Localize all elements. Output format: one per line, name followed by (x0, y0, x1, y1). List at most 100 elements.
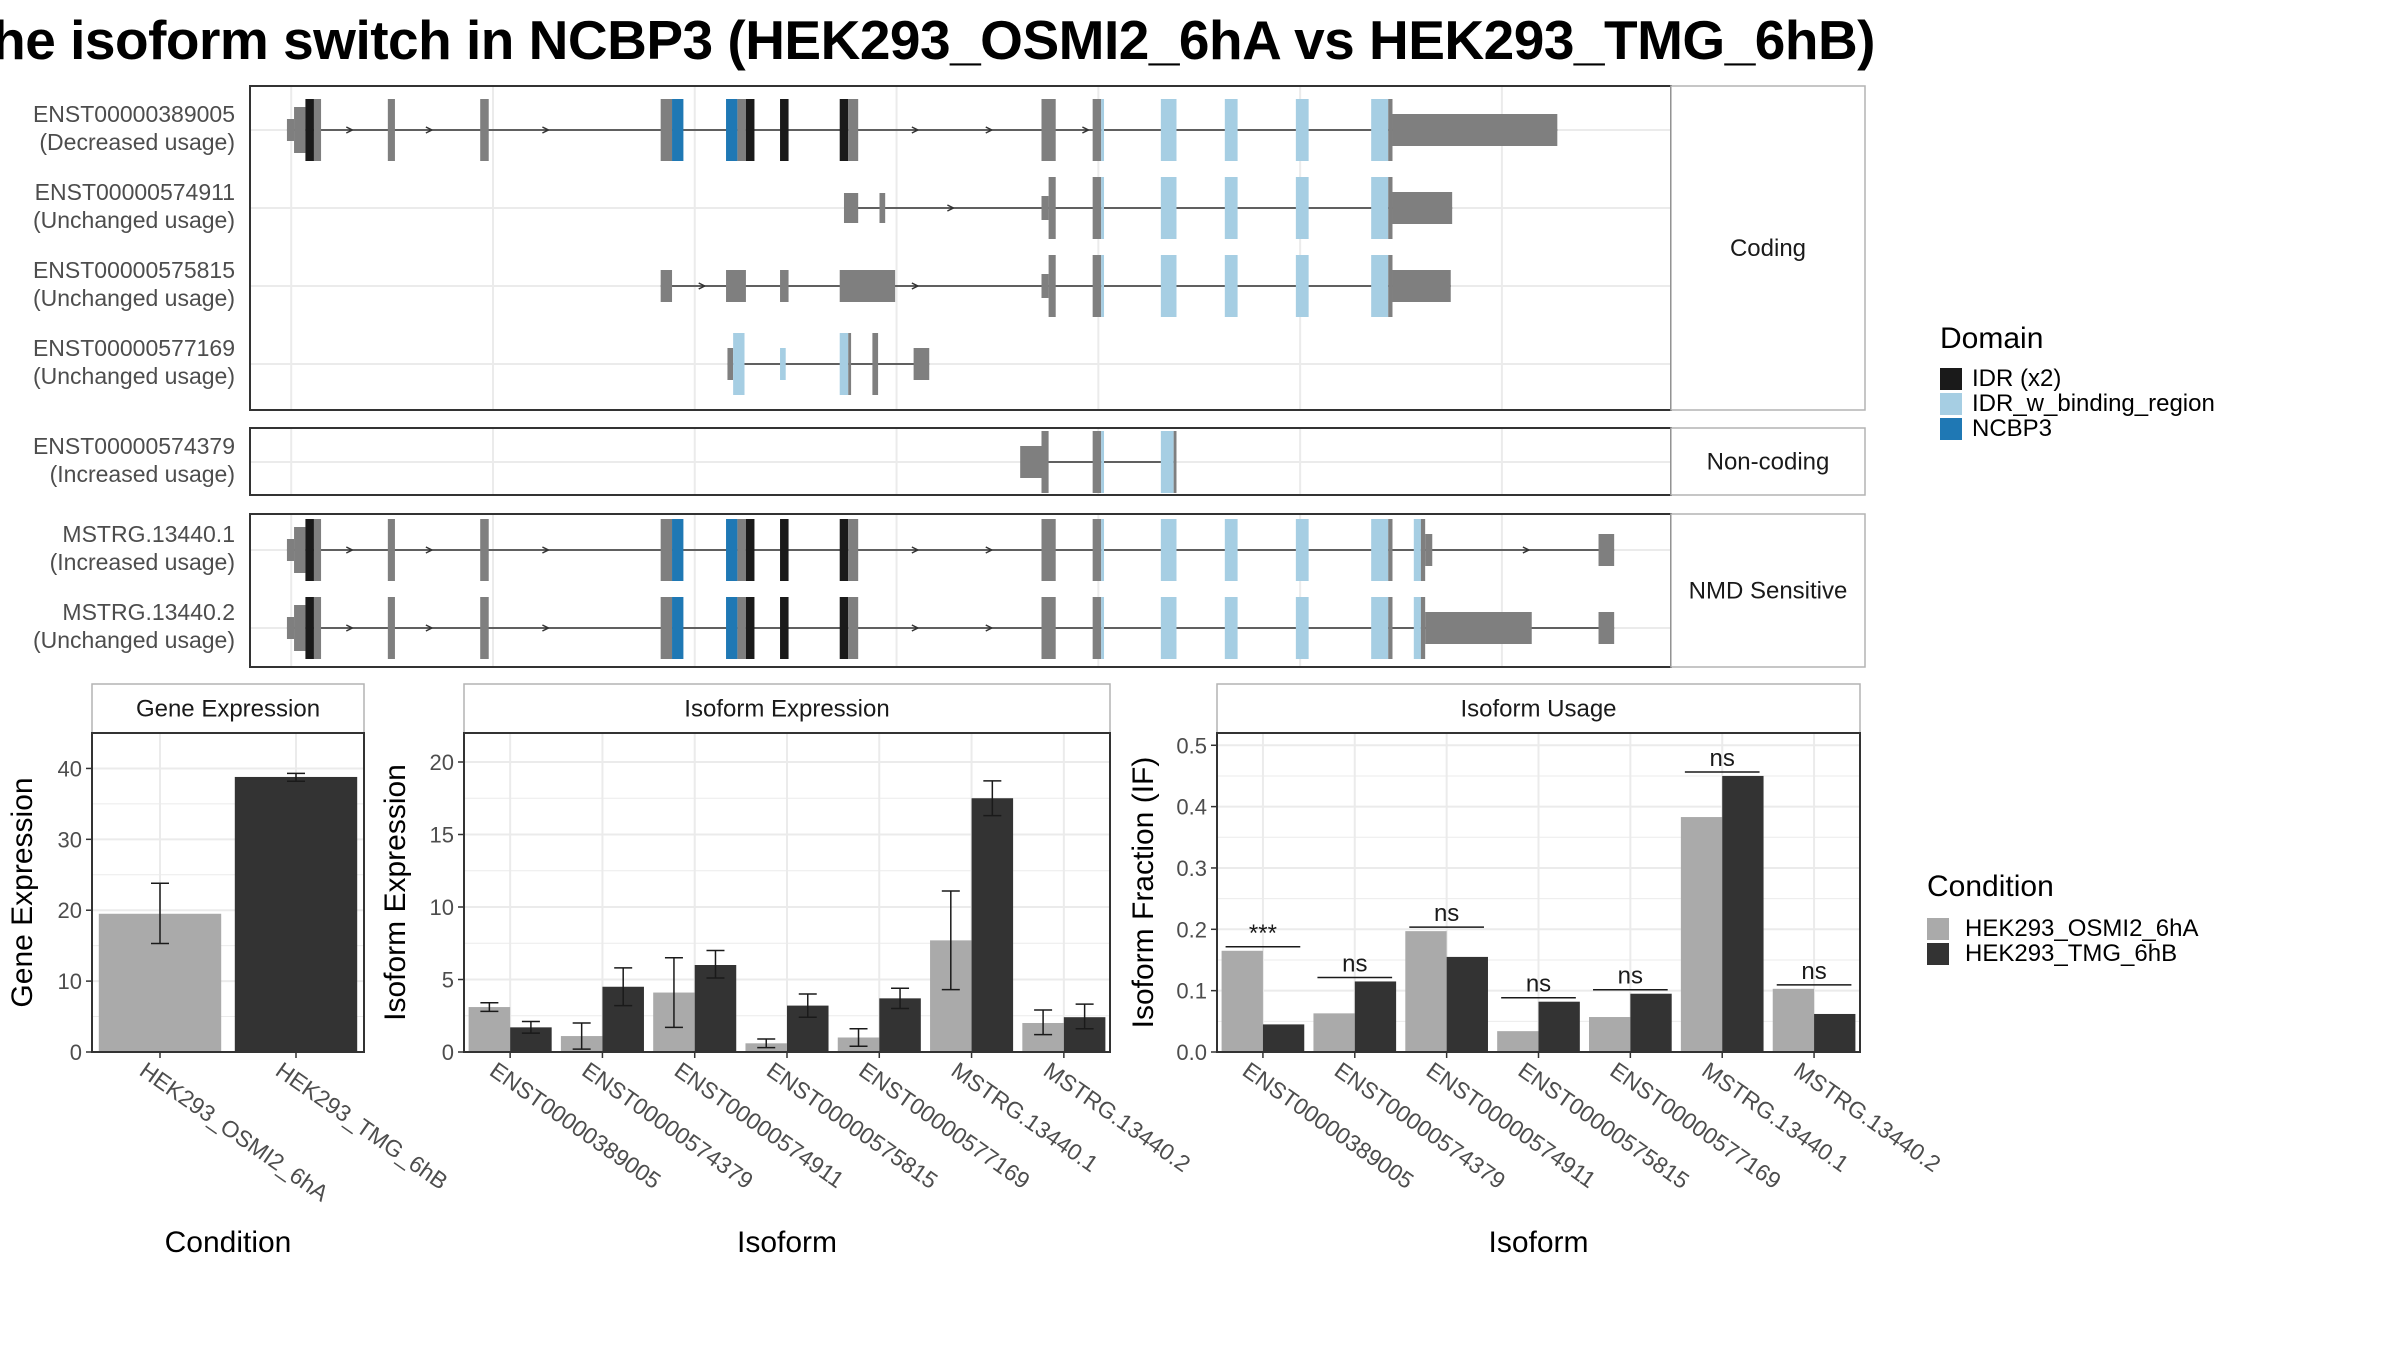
exon-feature (1224, 519, 1238, 581)
bar (1722, 775, 1764, 1052)
exon-feature (848, 99, 859, 161)
intron-arrow (542, 546, 551, 554)
y-tick-label: 40 (58, 756, 82, 781)
exon-feature (1160, 519, 1177, 581)
bar (1538, 1001, 1580, 1052)
y-tick-label: 0.0 (1176, 1040, 1207, 1065)
intron-arrow (947, 204, 956, 212)
exon-feature (672, 519, 684, 581)
exon-feature (1160, 177, 1177, 239)
exon-feature (1101, 431, 1105, 493)
exon-feature (1101, 99, 1105, 161)
panel-strip (463, 683, 1111, 734)
x-tick-label: ENST00000577169 (854, 1057, 1034, 1194)
exon-feature (737, 519, 746, 581)
x-tick-label: ENST00000577169 (1605, 1057, 1785, 1194)
exon-feature (839, 519, 849, 581)
exon-feature (745, 519, 755, 581)
domain-legend-key (1940, 418, 1962, 440)
exon-feature (1420, 519, 1426, 581)
exon-feature (1092, 255, 1102, 317)
plot-panel-border (91, 732, 365, 1053)
exon-feature (1041, 597, 1056, 659)
exon-feature (780, 348, 786, 380)
exon-feature (660, 597, 673, 659)
bar (1497, 1031, 1539, 1052)
exon-feature (1371, 519, 1389, 581)
y-tick-label: 5 (442, 968, 454, 993)
y-tick-label: 0.3 (1176, 856, 1207, 881)
intron-arrow (698, 282, 707, 290)
exon-feature (872, 333, 879, 395)
exon-feature (313, 99, 322, 161)
exon-feature (848, 597, 859, 659)
y-tick-label: 20 (430, 750, 454, 775)
bar (234, 776, 358, 1052)
intron-arrow (985, 126, 994, 134)
exon-feature (1092, 519, 1102, 581)
intron-arrow (911, 126, 920, 134)
x-tick-label: ENST00000575815 (762, 1057, 942, 1194)
significance-label: ns (1342, 950, 1367, 977)
y-tick-label: 10 (430, 895, 454, 920)
exon-feature (387, 99, 395, 161)
exon-feature (1388, 99, 1393, 161)
exon-feature (480, 99, 489, 161)
panel-strip-title: Isoform Expression (684, 696, 889, 723)
intron-arrow (425, 546, 434, 554)
exon-feature (286, 539, 295, 561)
exon-feature (1413, 519, 1421, 581)
transcript-id-label: ENST00000574911 (35, 179, 235, 205)
x-tick-label: ENST00000574911 (1422, 1057, 1601, 1193)
exon-feature (305, 597, 314, 659)
transcript-usage-label: (Decreased usage) (39, 129, 235, 155)
intron-arrow (345, 624, 354, 632)
y-axis-title: Gene Expression (6, 777, 39, 1007)
exon-feature (1371, 597, 1389, 659)
exon-feature (1598, 612, 1615, 644)
intron-arrow (425, 624, 434, 632)
domain-legend-key (1940, 393, 1962, 415)
exon-feature (839, 99, 849, 161)
exon-feature (1598, 534, 1615, 566)
bar (1446, 956, 1488, 1052)
panel-strip-title: Gene Expression (136, 696, 320, 723)
y-tick-label: 15 (430, 823, 454, 848)
exon-feature (387, 597, 395, 659)
exon-feature (839, 597, 849, 659)
transcript-usage-label: (Increased usage) (50, 461, 235, 487)
exon-feature (1224, 99, 1238, 161)
intron-arrow (345, 546, 354, 554)
bar (1221, 950, 1263, 1052)
exon-feature (1041, 519, 1056, 581)
exon-feature (305, 519, 314, 581)
exon-feature (1020, 446, 1042, 478)
y-tick-label: 0.4 (1176, 795, 1207, 820)
exon-feature (1101, 255, 1105, 317)
exon-feature (286, 617, 295, 639)
exon-feature (1388, 177, 1393, 239)
transcript-id-label: ENST00000577169 (33, 335, 235, 361)
x-tick-label: ENST00000575815 (1514, 1057, 1694, 1194)
exon-feature (672, 99, 684, 161)
significance-label: ns (1526, 971, 1551, 998)
exon-feature (1092, 597, 1102, 659)
bar (1814, 1013, 1856, 1052)
domain-legend-label: NCBP3 (1972, 415, 2052, 442)
y-tick-label: 0 (442, 1040, 454, 1065)
x-tick-label: MSTRG.13440.2 (1789, 1057, 1945, 1177)
condition-legend-title: Condition (1927, 870, 2054, 903)
exon-feature (1295, 255, 1309, 317)
transcript-id-label: ENST00000389005 (33, 101, 235, 127)
bar (1772, 988, 1815, 1052)
exon-feature (660, 519, 673, 581)
y-axis-title: Isoform Fraction (IF) (1127, 757, 1160, 1029)
bar (694, 965, 737, 1052)
transcript-usage-label: (Unchanged usage) (33, 285, 235, 311)
exon-feature (672, 597, 684, 659)
transcript-id-label: ENST00000574379 (33, 433, 235, 459)
exon-feature (1048, 177, 1056, 239)
exon-feature (1048, 255, 1056, 317)
condition-legend-key (1927, 918, 1949, 940)
exon-feature (727, 348, 734, 380)
